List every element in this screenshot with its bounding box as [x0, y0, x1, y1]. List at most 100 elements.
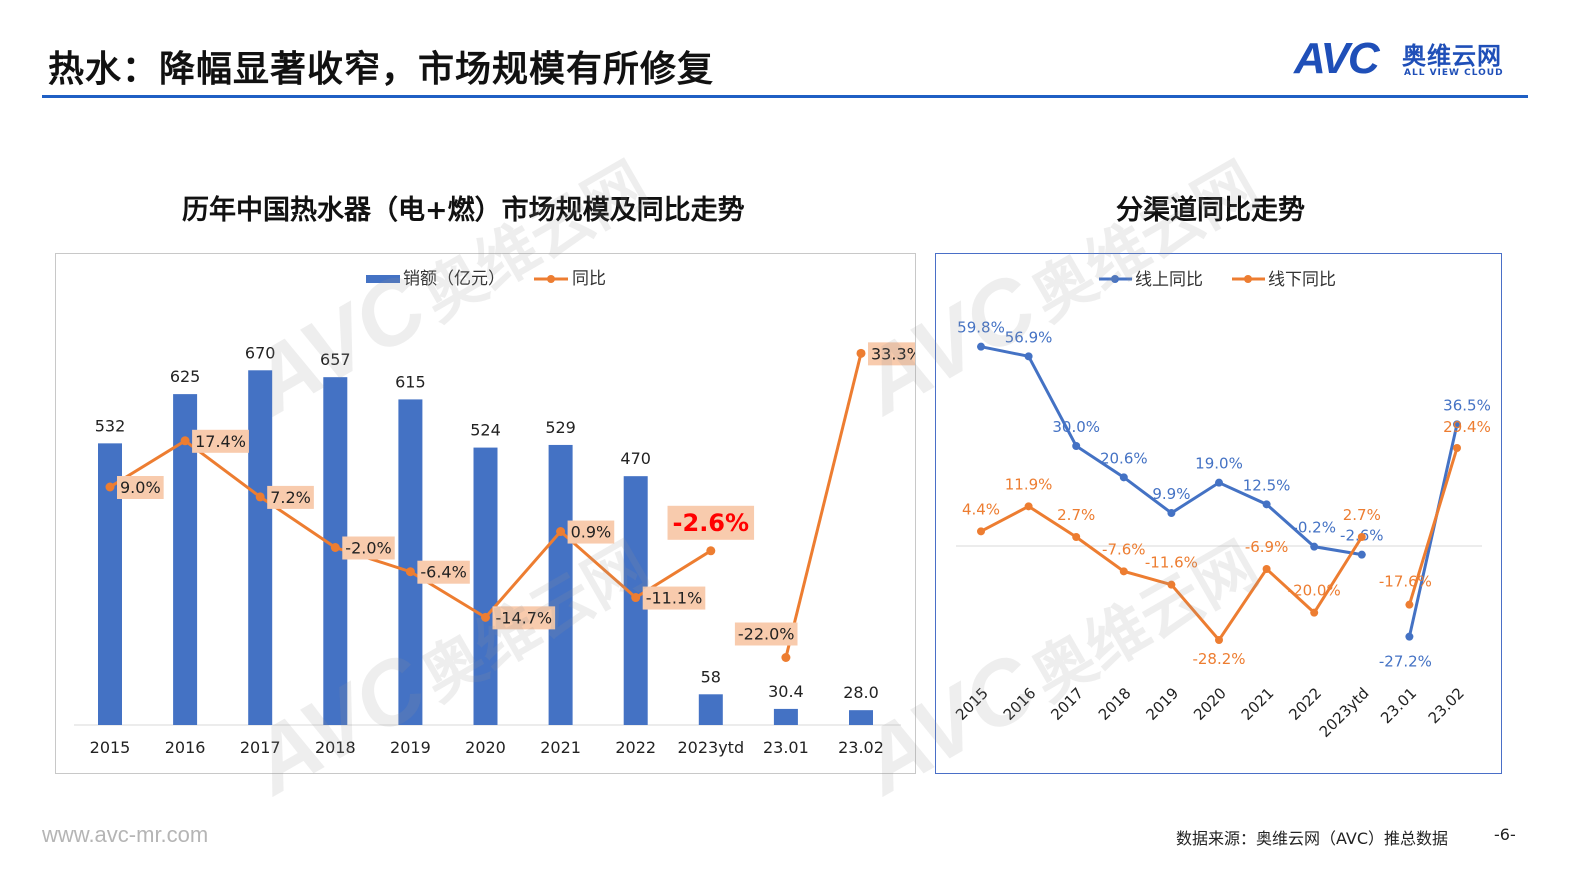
offline-point	[1262, 565, 1271, 573]
bar-value-label: 670	[245, 343, 276, 362]
x-tick-label: 2016	[165, 738, 206, 757]
yoy-point	[330, 543, 340, 552]
online-point	[1215, 478, 1223, 487]
offline-value-label: -7.6%	[1102, 540, 1146, 558]
bar-value-label: 28.0	[843, 683, 879, 702]
bar-value-label: 657	[320, 350, 351, 369]
offline-point	[1357, 533, 1366, 541]
yoy-value-label: 7.2%	[270, 488, 311, 507]
online-point	[1167, 509, 1176, 517]
bar	[698, 694, 723, 725]
offline-point	[1310, 608, 1319, 617]
page-number: -6-	[1494, 825, 1516, 844]
offline-point	[1072, 533, 1081, 541]
offline-point	[1119, 567, 1128, 576]
yoy-point	[631, 593, 641, 603]
yoy-value-label: -2.0%	[345, 539, 391, 558]
bar	[473, 447, 498, 725]
yoy-label-bg	[734, 622, 798, 646]
yoy-point	[180, 436, 190, 446]
x-tick-label: 2018	[1095, 684, 1135, 724]
online-point	[1357, 550, 1366, 559]
bar-value-label: 625	[170, 367, 201, 386]
online-point	[1405, 632, 1414, 641]
online-value-label: 12.5%	[1243, 476, 1291, 494]
x-tick-label: 2021	[540, 738, 581, 757]
x-tick-label: 2019	[390, 738, 431, 757]
yoy-value-label: 17.4%	[195, 432, 246, 451]
bar	[773, 708, 798, 725]
right-chart-title: 分渠道同比走势	[1116, 195, 1305, 226]
online-value-label: 19.0%	[1195, 455, 1243, 473]
offline-point	[1167, 580, 1176, 589]
online-value-label: 9.9%	[1152, 485, 1190, 503]
x-tick-label: 2018	[315, 738, 356, 757]
yoy-point	[255, 492, 265, 502]
yoy-value-label: 33.3%	[871, 344, 915, 363]
x-tick-label: 2019	[1142, 684, 1182, 724]
online-value-label: -27.2%	[1379, 653, 1432, 671]
x-tick-label: 2015	[952, 684, 992, 724]
online-point	[977, 342, 985, 351]
bar	[548, 444, 573, 725]
page-title: 热水：降幅显著收窄，市场规模有所修复	[48, 49, 715, 90]
online-value-label: 56.9%	[1005, 328, 1053, 346]
left-chart-title: 历年中国热水器（电+燃）市场规模及同比走势	[182, 195, 745, 226]
offline-value-label: -6.9%	[1245, 538, 1289, 556]
yoy-label-bg	[342, 536, 395, 560]
offline-value-label: -11.6%	[1145, 554, 1198, 572]
online-point	[1024, 352, 1033, 361]
offline-value-label: 11.9%	[1005, 475, 1053, 493]
offline-value-label: 2.7%	[1057, 506, 1095, 524]
header-rule	[42, 95, 1528, 98]
bar-value-label: 58	[701, 667, 721, 686]
right-chart-svg: 线上同比 线下同比 59.8%56.9% 30.0%20.6%9.9% 19.0%12.…	[952, 270, 1491, 741]
yoy-point	[856, 348, 866, 358]
avc-logo: AVC 奥维云网 ALL VIEW CLOUD	[1294, 34, 1534, 84]
bar	[248, 370, 273, 725]
online-value-label: 30.0%	[1052, 418, 1100, 436]
yoy-point	[405, 567, 415, 577]
legend-label-line: 同比	[572, 269, 606, 289]
online-point	[1119, 473, 1128, 482]
yoy-label-bg	[667, 505, 755, 540]
x-tick-label: 2017	[240, 738, 281, 757]
legend-label-offline: 线下同比	[1268, 270, 1336, 290]
yoy-label-bg	[192, 429, 249, 453]
yoy-label-bg	[492, 606, 556, 630]
x-tick-label: 2023ytd	[677, 738, 744, 757]
offline-point	[1453, 444, 1461, 452]
offline-value-label: -17.6%	[1379, 573, 1432, 591]
offline-value-label: 29.4%	[1443, 418, 1491, 436]
yoy-label-bg	[417, 560, 470, 584]
online-point	[1262, 500, 1271, 509]
online-point	[1072, 442, 1081, 450]
x-tick-label: 23.01	[763, 738, 809, 757]
bar-value-label: 30.4	[768, 682, 804, 701]
yoy-value-label: -6.4%	[420, 563, 466, 582]
legend-swatch-dot	[547, 275, 555, 283]
online-value-label: -0.2%	[1292, 519, 1336, 537]
yoy-label-bg	[642, 586, 706, 610]
offline-value-label: 4.4%	[962, 500, 1000, 518]
bar	[849, 710, 873, 725]
x-tick-label: 2020	[465, 738, 506, 757]
offline-point	[1405, 600, 1414, 609]
yoy-point	[481, 612, 490, 622]
bar-value-label: 529	[545, 418, 576, 437]
x-tick-label: 23.01	[1377, 684, 1420, 727]
left-chart-svg: 销额（亿元） 同比 532 2015 625 2016 670 2017 657 2018 615 2…	[74, 269, 925, 757]
yoy-point	[105, 482, 115, 492]
yoy-value-label: -14.7%	[496, 608, 553, 627]
bar-value-label: 615	[395, 372, 426, 391]
offline-point	[977, 527, 985, 536]
legend-swatch-bar	[366, 275, 400, 283]
left-chart-panel: 销额（亿元） 同比 532 2015 625 2016 670 2017 657 2018 615 2…	[55, 253, 925, 774]
yoy-highlight-label: -2.6%	[673, 509, 750, 537]
online-point	[1310, 542, 1319, 551]
legend-swatch-offline-dot	[1244, 275, 1252, 283]
x-tick-label: 2022	[615, 738, 656, 757]
online-value-label: 36.5%	[1443, 396, 1491, 414]
footer-url: www.avc-mr.com	[42, 822, 209, 847]
x-tick-label: 23.02	[1425, 684, 1468, 727]
